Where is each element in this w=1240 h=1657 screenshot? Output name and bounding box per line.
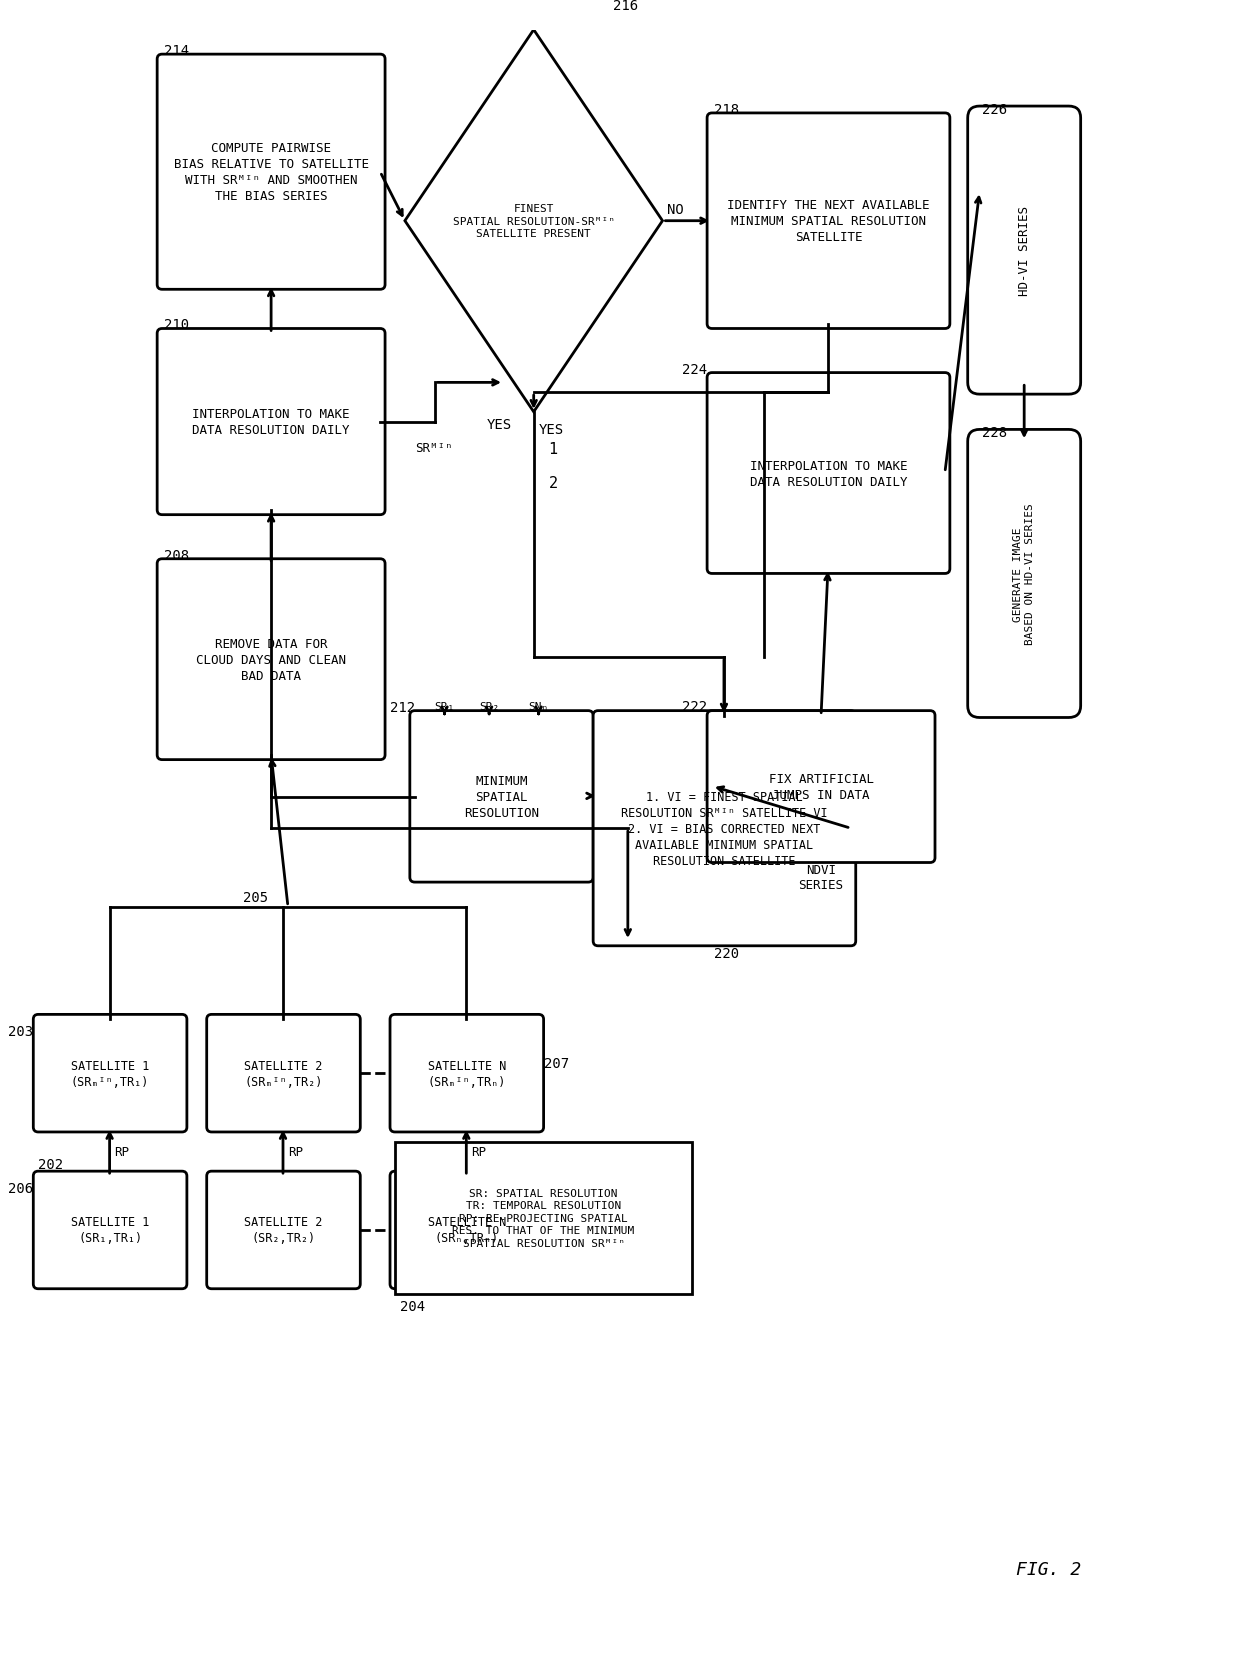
- Text: 203: 203: [9, 1024, 33, 1039]
- Text: INTERPOLATION TO MAKE
DATA RESOLUTION DAILY: INTERPOLATION TO MAKE DATA RESOLUTION DA…: [750, 459, 908, 489]
- FancyBboxPatch shape: [391, 1014, 543, 1132]
- FancyBboxPatch shape: [967, 108, 1081, 394]
- Text: 216: 216: [613, 0, 639, 13]
- Text: 210: 210: [164, 318, 190, 333]
- Text: NO: NO: [667, 202, 684, 217]
- Text: 226: 226: [982, 103, 1007, 116]
- Text: 220: 220: [714, 946, 739, 959]
- Text: MINIMUM
SPATIAL
RESOLUTION: MINIMUM SPATIAL RESOLUTION: [464, 774, 539, 819]
- Text: SATELLITE 2
(SR₂,TR₂): SATELLITE 2 (SR₂,TR₂): [244, 1216, 322, 1244]
- Text: 204: 204: [401, 1299, 425, 1312]
- Text: 206: 206: [9, 1181, 33, 1195]
- FancyBboxPatch shape: [157, 560, 386, 761]
- Text: 205: 205: [243, 890, 268, 905]
- Text: RP: RP: [114, 1145, 129, 1158]
- FancyBboxPatch shape: [967, 431, 1081, 717]
- Text: FIG. 2: FIG. 2: [1017, 1559, 1081, 1577]
- Text: 222: 222: [682, 699, 707, 713]
- FancyBboxPatch shape: [707, 114, 950, 330]
- Text: SR₁: SR₁: [434, 701, 455, 711]
- FancyBboxPatch shape: [207, 1014, 361, 1132]
- Text: FINEST
SPATIAL RESOLUTION-SRᴹᴵⁿ
SATELLITE PRESENT: FINEST SPATIAL RESOLUTION-SRᴹᴵⁿ SATELLIT…: [453, 204, 615, 239]
- FancyBboxPatch shape: [707, 711, 935, 863]
- Text: 228: 228: [982, 426, 1007, 441]
- Text: RP: RP: [471, 1145, 486, 1158]
- FancyBboxPatch shape: [33, 1014, 187, 1132]
- Text: SR: SPATIAL RESOLUTION
TR: TEMPORAL RESOLUTION
RP: RE-PROJECTING SPATIAL
RES. TO: SR: SPATIAL RESOLUTION TR: TEMPORAL RESO…: [453, 1188, 635, 1248]
- Text: 224: 224: [682, 363, 708, 376]
- Text: COMPUTE PAIRWISE
BIAS RELATIVE TO SATELLITE
WITH SRᴹᴵⁿ AND SMOOTHEN
THE BIAS SER: COMPUTE PAIRWISE BIAS RELATIVE TO SATELL…: [174, 143, 368, 204]
- Text: SATELLITE N
(SRₙ,TRₙ): SATELLITE N (SRₙ,TRₙ): [428, 1216, 506, 1244]
- Bar: [396, 1142, 692, 1294]
- Text: SATELLITE 1
(SR₁,TR₁): SATELLITE 1 (SR₁,TR₁): [71, 1216, 149, 1244]
- Text: YES: YES: [538, 423, 564, 436]
- Text: 1: 1: [548, 442, 558, 457]
- Text: SNₙ: SNₙ: [528, 701, 549, 711]
- Text: 212: 212: [391, 701, 415, 714]
- FancyBboxPatch shape: [207, 1171, 361, 1289]
- FancyBboxPatch shape: [410, 711, 593, 883]
- Polygon shape: [405, 30, 662, 413]
- FancyBboxPatch shape: [157, 330, 386, 515]
- Text: FIX ARTIFICIAL
JUMPS IN DATA: FIX ARTIFICIAL JUMPS IN DATA: [769, 772, 873, 802]
- Text: 208: 208: [164, 548, 190, 562]
- Text: GENERATE IMAGE
BASED ON HD-VI SERIES: GENERATE IMAGE BASED ON HD-VI SERIES: [1013, 504, 1035, 645]
- Text: HD-VI SERIES: HD-VI SERIES: [1018, 205, 1030, 297]
- Text: 1. VI = FINEST SPATIAL
RESOLUTION SRᴹᴵⁿ SATELLITE VI
2. VI = BIAS CORRECTED NEXT: 1. VI = FINEST SPATIAL RESOLUTION SRᴹᴵⁿ …: [621, 790, 828, 867]
- Text: 207: 207: [543, 1057, 569, 1070]
- Text: 2: 2: [548, 476, 558, 490]
- Text: INTERPOLATION TO MAKE
DATA RESOLUTION DAILY: INTERPOLATION TO MAKE DATA RESOLUTION DA…: [192, 408, 350, 437]
- Text: SATELLITE 1
(SRₘᴵⁿ,TR₁): SATELLITE 1 (SRₘᴵⁿ,TR₁): [71, 1059, 149, 1089]
- Text: REMOVE DATA FOR
CLOUD DAYS AND CLEAN
BAD DATA: REMOVE DATA FOR CLOUD DAYS AND CLEAN BAD…: [196, 638, 346, 683]
- Text: 214: 214: [164, 45, 190, 58]
- FancyBboxPatch shape: [593, 711, 856, 946]
- Text: RP: RP: [288, 1145, 303, 1158]
- FancyBboxPatch shape: [391, 1171, 543, 1289]
- Text: NDVI
SERIES: NDVI SERIES: [799, 863, 843, 891]
- Text: 218: 218: [714, 103, 739, 116]
- FancyBboxPatch shape: [157, 55, 386, 290]
- FancyBboxPatch shape: [33, 1171, 187, 1289]
- Text: YES: YES: [486, 418, 512, 431]
- Text: SATELLITE 2
(SRₘᴵⁿ,TR₂): SATELLITE 2 (SRₘᴵⁿ,TR₂): [244, 1059, 322, 1089]
- Text: SR₂: SR₂: [479, 701, 500, 711]
- FancyBboxPatch shape: [707, 373, 950, 573]
- Text: IDENTIFY THE NEXT AVAILABLE
MINIMUM SPATIAL RESOLUTION
SATELLITE: IDENTIFY THE NEXT AVAILABLE MINIMUM SPAT…: [727, 199, 930, 244]
- Text: SRᴹᴵⁿ: SRᴹᴵⁿ: [415, 442, 453, 456]
- Text: SATELLITE N
(SRₘᴵⁿ,TRₙ): SATELLITE N (SRₘᴵⁿ,TRₙ): [428, 1059, 506, 1089]
- Text: 202: 202: [38, 1158, 63, 1171]
